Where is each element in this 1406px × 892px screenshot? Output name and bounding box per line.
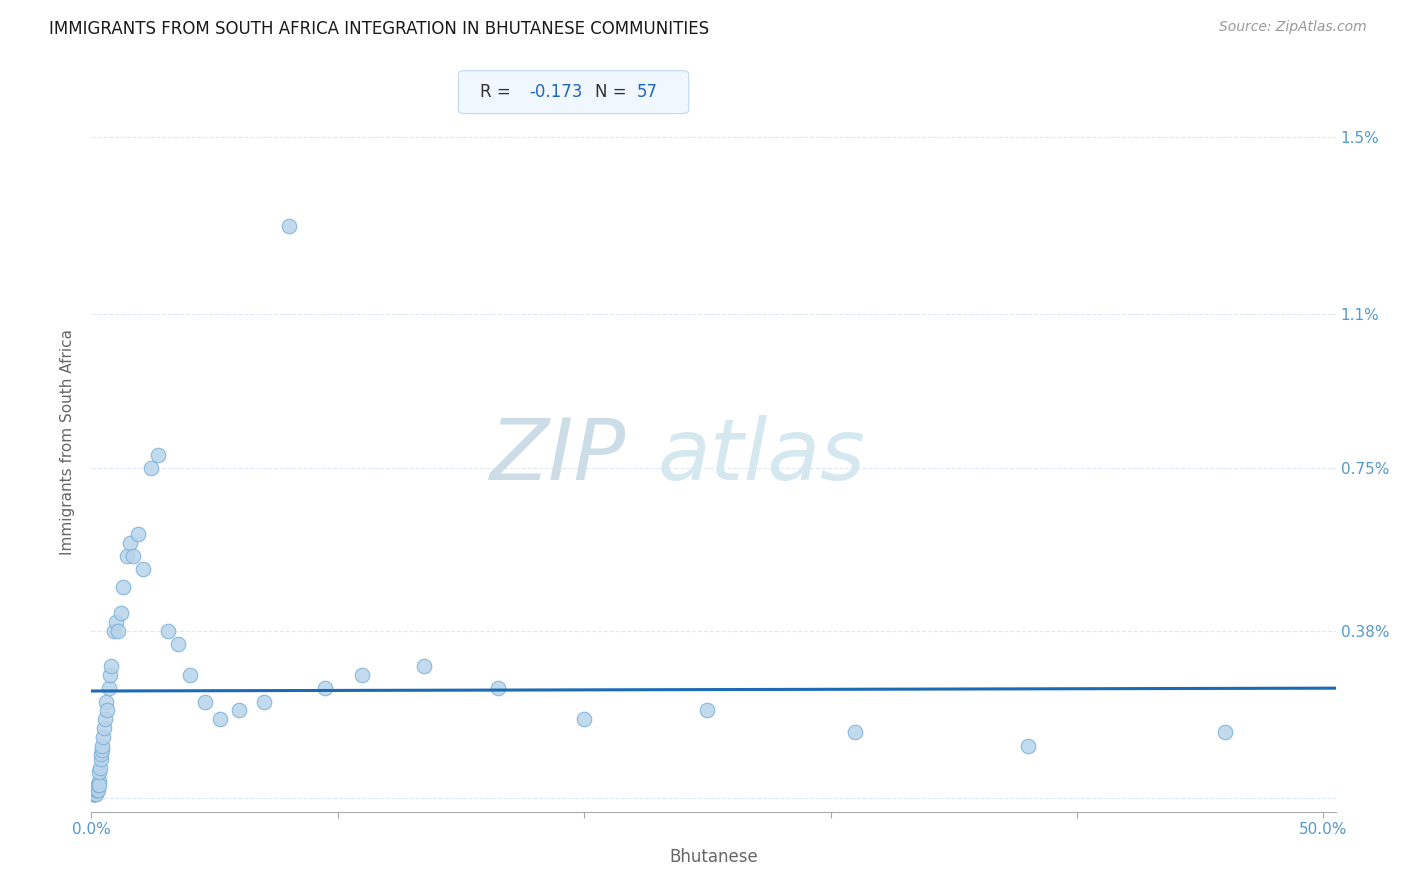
Point — [87, 773, 110, 788]
Point — [94, 712, 117, 726]
Point — [82, 787, 104, 801]
Point — [146, 448, 169, 462]
Point — [139, 461, 162, 475]
Point — [98, 668, 121, 682]
Point — [112, 580, 135, 594]
Point — [100, 659, 122, 673]
Point — [844, 725, 866, 739]
Point — [82, 787, 104, 801]
FancyBboxPatch shape — [458, 70, 689, 113]
Point — [1017, 739, 1039, 753]
Point — [86, 778, 108, 792]
Point — [84, 787, 107, 801]
Point — [84, 787, 107, 801]
Point — [90, 752, 112, 766]
Point — [86, 782, 108, 797]
X-axis label: Bhutanese: Bhutanese — [669, 848, 758, 866]
Point — [132, 562, 155, 576]
Point — [96, 703, 118, 717]
Point — [105, 615, 128, 630]
Point — [572, 712, 595, 726]
Point — [208, 712, 231, 726]
Text: IMMIGRANTS FROM SOUTH AFRICA INTEGRATION IN BHUTANESE COMMUNITIES: IMMIGRANTS FROM SOUTH AFRICA INTEGRATION… — [49, 20, 710, 37]
Point — [115, 549, 138, 563]
Point — [166, 637, 188, 651]
Point — [107, 624, 129, 638]
Text: -0.173: -0.173 — [530, 83, 582, 101]
Point — [486, 681, 509, 696]
Text: R =: R = — [479, 83, 516, 101]
Point — [122, 549, 145, 563]
Text: 57: 57 — [637, 83, 658, 101]
Point — [253, 694, 276, 708]
Point — [179, 668, 201, 682]
Point — [91, 730, 114, 744]
Point — [127, 527, 149, 541]
Point — [89, 761, 111, 775]
Point — [314, 681, 336, 696]
Point — [696, 703, 718, 717]
Point — [96, 694, 118, 708]
Text: N =: N = — [595, 83, 633, 101]
Point — [87, 778, 110, 792]
Point — [91, 739, 114, 753]
Point — [87, 778, 110, 792]
Point — [156, 624, 179, 638]
Point — [277, 219, 299, 233]
Point — [86, 782, 108, 797]
Point — [110, 607, 132, 621]
Point — [103, 624, 125, 638]
Point — [97, 681, 120, 696]
Text: Source: ZipAtlas.com: Source: ZipAtlas.com — [1219, 20, 1367, 34]
Point — [413, 659, 436, 673]
Point — [118, 536, 141, 550]
Point — [194, 694, 217, 708]
Point — [228, 703, 250, 717]
Point — [89, 765, 111, 780]
Point — [90, 747, 112, 762]
Point — [84, 787, 107, 801]
Point — [83, 787, 105, 801]
Y-axis label: Immigrants from South Africa: Immigrants from South Africa — [60, 328, 76, 555]
Point — [1213, 725, 1236, 739]
Point — [83, 787, 105, 801]
Text: ZIP: ZIP — [491, 415, 627, 498]
Text: atlas: atlas — [658, 415, 866, 498]
Point — [86, 782, 108, 797]
Point — [93, 721, 115, 735]
Point — [90, 743, 112, 757]
Point — [352, 668, 374, 682]
